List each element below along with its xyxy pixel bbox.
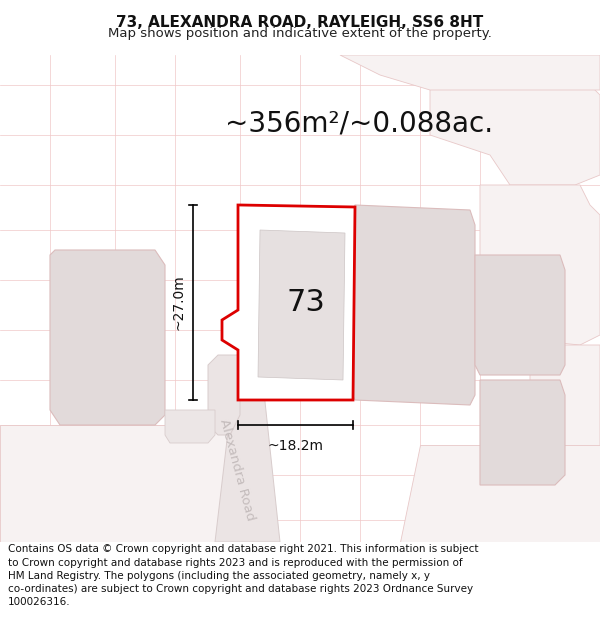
Polygon shape (208, 355, 240, 435)
Polygon shape (258, 230, 345, 380)
Text: ~27.0m: ~27.0m (172, 274, 186, 331)
Polygon shape (475, 255, 565, 375)
Text: 73: 73 (286, 288, 325, 317)
Polygon shape (215, 355, 280, 542)
Polygon shape (0, 425, 260, 542)
Polygon shape (400, 445, 600, 542)
Polygon shape (350, 205, 475, 405)
Text: ~18.2m: ~18.2m (268, 439, 323, 453)
Polygon shape (340, 55, 600, 90)
Text: Alexandra Road: Alexandra Road (217, 418, 257, 522)
Polygon shape (50, 250, 165, 425)
Text: Contains OS data © Crown copyright and database right 2021. This information is : Contains OS data © Crown copyright and d… (8, 544, 478, 608)
Text: Map shows position and indicative extent of the property.: Map shows position and indicative extent… (108, 27, 492, 39)
Polygon shape (165, 410, 215, 443)
Text: 73, ALEXANDRA ROAD, RAYLEIGH, SS6 8HT: 73, ALEXANDRA ROAD, RAYLEIGH, SS6 8HT (116, 16, 484, 31)
Text: ~356m²/~0.088ac.: ~356m²/~0.088ac. (225, 109, 493, 137)
Polygon shape (430, 85, 600, 185)
Polygon shape (480, 380, 565, 485)
Polygon shape (480, 185, 600, 345)
Polygon shape (222, 205, 355, 400)
Polygon shape (530, 345, 600, 485)
